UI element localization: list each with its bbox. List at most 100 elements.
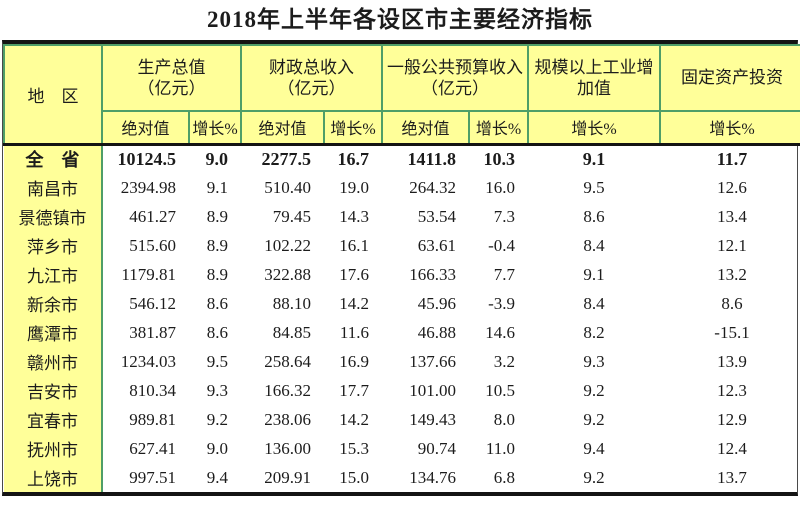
value-cell: 8.2 [583,322,605,342]
group-header-fixed-asset-investment: 固定资产投资 [659,44,800,112]
value-cell: 6.8 [493,467,515,487]
value-cell: 8.6 [206,293,228,313]
value-cell: 8.4 [583,235,605,255]
header-row-groups: 地 区 生产总值 （亿元） 财政总收入 （亿元） 一般公共预算收入 （亿元） [3,44,800,145]
value-cell: 9.1 [582,148,606,169]
value-cell: 17.7 [339,380,369,400]
table-row: 吉安市 810.34 9.3 166.32 17.7 101.00 10.5 9.2 12.3 [4,376,800,405]
value-cell: 3.2 [493,351,515,371]
value-cell: 9.0 [205,148,229,169]
value-cell: 8.6 [206,322,228,342]
value-cell: 101.00 [409,380,456,400]
value-cell: 1411.8 [407,148,456,169]
value-cell: 9.1 [583,264,605,284]
sub-header-growth: 增长% [188,110,242,146]
group-header-industrial-value-added: 规模以上工业增加值 [527,44,661,112]
value-cell: 989.81 [129,409,176,429]
value-cell: 510.40 [264,177,311,197]
value-cell: 19.0 [339,177,369,197]
table-row: 赣州市 1234.03 9.5 258.64 16.9 137.66 3.2 9.3 13.9 [4,347,800,376]
value-cell: 12.6 [717,177,747,197]
sub-header-growth: 增长% [468,110,529,146]
table-row: 全 省 10124.5 9.0 2277.5 16.7 1411.8 10.3 9.1 11.7 [4,144,800,173]
table-row: 萍乡市 515.60 8.9 102.22 16.1 63.61 -0.4 8.4 12.1 [4,231,800,260]
region-cell: 景德镇市 [4,202,103,231]
value-cell: 46.88 [417,322,456,342]
sub-header-growth: 增长% [323,110,383,146]
value-cell: 9.4 [583,438,605,458]
value-cell: 53.54 [417,206,456,226]
value-cell: 14.3 [339,206,369,226]
value-cell: 90.74 [417,438,456,458]
value-cell: 13.2 [717,264,747,284]
group-label: 财政总收入 [269,57,354,77]
value-cell: 16.7 [337,148,370,169]
table-title: 2018年上半年各设区市主要经济指标 [207,7,593,32]
region-cell: 萍乡市 [4,231,103,260]
value-cell: 12.1 [717,235,747,255]
value-cell: 137.66 [409,351,456,371]
value-cell: -15.1 [714,322,750,342]
value-cell: 322.88 [264,264,311,284]
value-cell: 15.3 [339,438,369,458]
value-cell: 9.2 [583,380,605,400]
value-cell: 7.3 [493,206,515,226]
value-cell: 9.3 [206,380,228,400]
table-row: 上饶市 997.51 9.4 209.91 15.0 134.76 6.8 9.2 13.7 [4,463,800,492]
value-cell: 16.1 [339,235,369,255]
region-cell: 鹰潭市 [4,318,103,347]
value-cell: 8.0 [493,409,515,429]
region-cell: 上饶市 [4,463,103,492]
value-cell: 63.61 [417,235,456,255]
group-header-gdp: 生产总值 （亿元） [101,44,242,112]
header-row-subs: 绝对值 增长% 绝对值 增长% 绝对值 增长% 增长% 增长% [4,110,800,146]
group-unit: （亿元） [421,79,489,98]
region-cell: 抚州市 [4,434,103,463]
value-cell: 149.43 [409,409,456,429]
value-cell: 461.27 [129,206,176,226]
value-cell: 1234.03 [120,351,176,371]
value-cell: 10.5 [485,380,515,400]
sub-header-growth: 增长% [527,110,661,146]
value-cell: 8.9 [206,235,228,255]
value-cell: 13.7 [717,467,747,487]
sub-header-growth: 增长% [659,110,800,146]
value-cell: 515.60 [129,235,176,255]
sub-header-absolute: 绝对值 [101,110,190,146]
value-cell: 84.85 [272,322,311,342]
value-cell: 546.12 [129,293,176,313]
value-cell: 11.6 [339,322,369,342]
value-cell: 12.9 [717,409,747,429]
table-header: 地 区 生产总值 （亿元） 财政总收入 （亿元） 一般公共预算收入 （亿元） [3,44,800,146]
value-cell: 9.2 [583,409,605,429]
value-cell: 102.22 [264,235,311,255]
value-cell: 2277.5 [261,148,312,169]
value-cell: 997.51 [129,467,176,487]
value-cell: 79.45 [272,206,311,226]
group-label: 固定资产投资 [681,68,783,88]
value-cell: 14.2 [339,293,369,313]
value-cell: 166.33 [409,264,456,284]
data-table: 地 区 生产总值 （亿元） 财政总收入 （亿元） 一般公共预算收入 （亿元） [3,44,800,492]
value-cell: 13.4 [717,206,747,226]
value-cell: 381.87 [129,322,176,342]
value-cell: -0.4 [488,235,515,255]
value-cell: 16.0 [485,177,515,197]
group-header-public-budget: 一般公共预算收入 （亿元） [381,44,529,112]
value-cell: 10.3 [483,148,516,169]
group-unit: （亿元） [137,79,206,98]
value-cell: 209.91 [264,467,311,487]
value-cell: 11.0 [485,438,515,458]
region-column-header: 地 区 [3,44,103,145]
value-cell: 258.64 [264,351,311,371]
value-cell: 8.9 [206,206,228,226]
value-cell: 14.6 [485,322,515,342]
value-cell: 10124.5 [117,148,177,169]
value-cell: 17.6 [339,264,369,284]
economic-indicators-table: 地 区 生产总值 （亿元） 财政总收入 （亿元） 一般公共预算收入 （亿元） [2,40,800,496]
value-cell: 9.5 [206,351,228,371]
group-label: 规模以上工业增加值 [534,57,654,98]
group-label: 一般公共预算收入 [387,57,523,77]
value-cell: 12.3 [717,380,747,400]
value-cell: 9.3 [583,351,605,371]
